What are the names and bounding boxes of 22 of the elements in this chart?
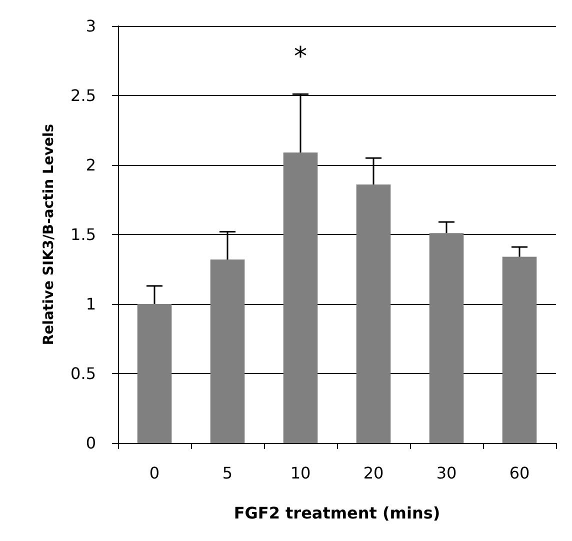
y-tick-label: 1 [86, 294, 96, 314]
bar [429, 233, 464, 443]
x-tick-label: 0 [149, 464, 160, 482]
y-tick-label: 2.5 [70, 86, 96, 105]
x-tick-label: 20 [363, 464, 384, 482]
bar [210, 260, 245, 443]
y-axis-title: Relative SIK3/B-actin Levels [41, 124, 57, 346]
bar [356, 184, 391, 443]
x-tick-label: 10 [290, 464, 311, 482]
y-tick-label: 0.5 [70, 364, 96, 383]
y-tick-label: 0 [86, 434, 96, 452]
y-tick-label: 3 [86, 16, 96, 36]
x-tick-label: 60 [509, 464, 530, 482]
y-tick-label: 2 [86, 156, 96, 174]
y-tick-label: 1.5 [70, 225, 96, 244]
bar [137, 304, 172, 443]
annotation: * [294, 42, 307, 72]
x-tick-label: 5 [222, 464, 233, 482]
bar [283, 152, 318, 443]
x-tick-label: 30 [436, 464, 457, 482]
bar [502, 256, 537, 443]
x-axis-title: FGF2 treatment (mins) [234, 504, 440, 522]
